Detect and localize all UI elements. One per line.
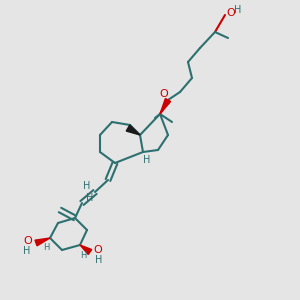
Polygon shape <box>126 125 140 135</box>
Text: H: H <box>83 181 91 191</box>
Text: O: O <box>226 8 236 18</box>
Text: H: H <box>95 255 103 265</box>
Text: O: O <box>160 89 168 99</box>
Polygon shape <box>160 98 171 114</box>
Text: H: H <box>234 5 242 15</box>
Text: O: O <box>24 236 32 246</box>
Text: H: H <box>86 193 94 203</box>
Text: H: H <box>143 155 151 165</box>
Text: O: O <box>94 245 102 255</box>
Text: H: H <box>43 244 49 253</box>
Polygon shape <box>80 245 92 254</box>
Text: H: H <box>23 246 31 256</box>
Polygon shape <box>35 238 50 246</box>
Text: H: H <box>80 250 86 260</box>
